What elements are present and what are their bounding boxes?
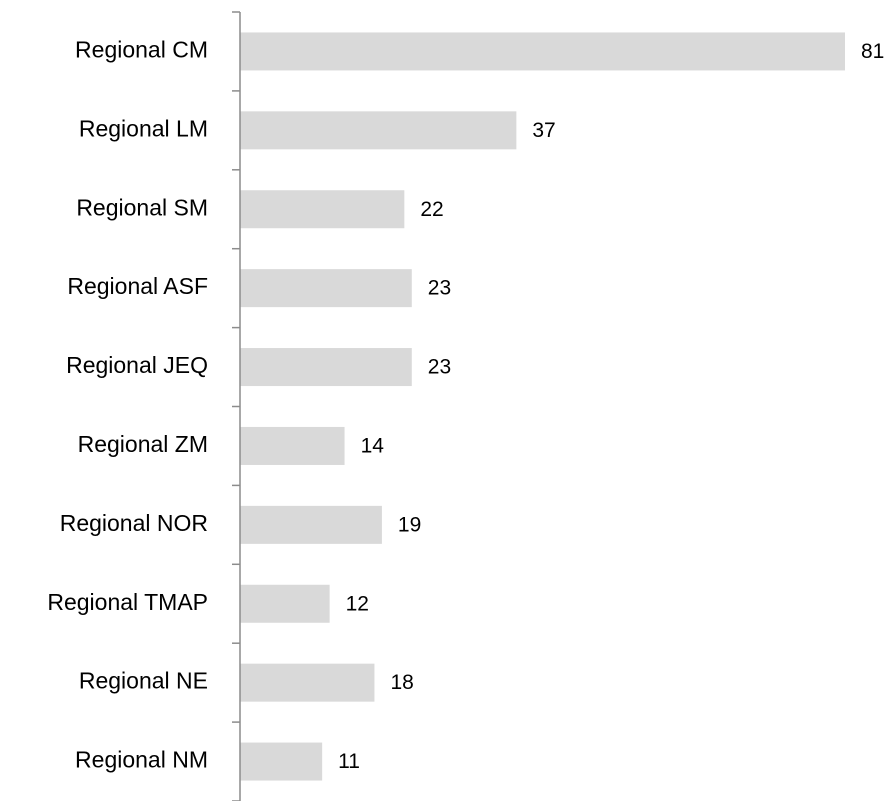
data-label: 18: [390, 671, 413, 694]
data-label: 81: [861, 40, 884, 63]
y-tick-label: Regional TMAP: [47, 589, 208, 615]
data-label: 22: [420, 198, 443, 221]
data-label: 12: [346, 592, 369, 615]
bar: [240, 584, 330, 623]
data-label: 14: [361, 434, 385, 457]
y-tick-label: Regional ASF: [67, 273, 208, 299]
y-tick-label: Regional NE: [79, 668, 208, 694]
y-tick-label: Regional JEQ: [66, 352, 208, 378]
y-tick-label: Regional CM: [75, 37, 208, 63]
bar: [240, 348, 412, 387]
bar: [240, 190, 405, 229]
bar: [240, 663, 375, 702]
bar: [240, 742, 323, 781]
data-label: 11: [338, 750, 360, 773]
y-tick-label: Regional NOR: [60, 510, 208, 536]
y-tick-label: Regional ZM: [78, 431, 208, 457]
data-label: 23: [428, 277, 451, 300]
data-label: 37: [532, 119, 555, 142]
bar: [240, 269, 412, 308]
y-tick-label: Regional SM: [76, 194, 208, 220]
bar: [240, 32, 845, 71]
bar: [240, 505, 382, 544]
data-label: 23: [428, 356, 451, 379]
y-tick-label: Regional NM: [75, 747, 208, 773]
y-tick-label: Regional LM: [79, 115, 208, 141]
bar: [240, 111, 517, 150]
data-label: 19: [398, 513, 421, 536]
bar: [240, 426, 345, 465]
